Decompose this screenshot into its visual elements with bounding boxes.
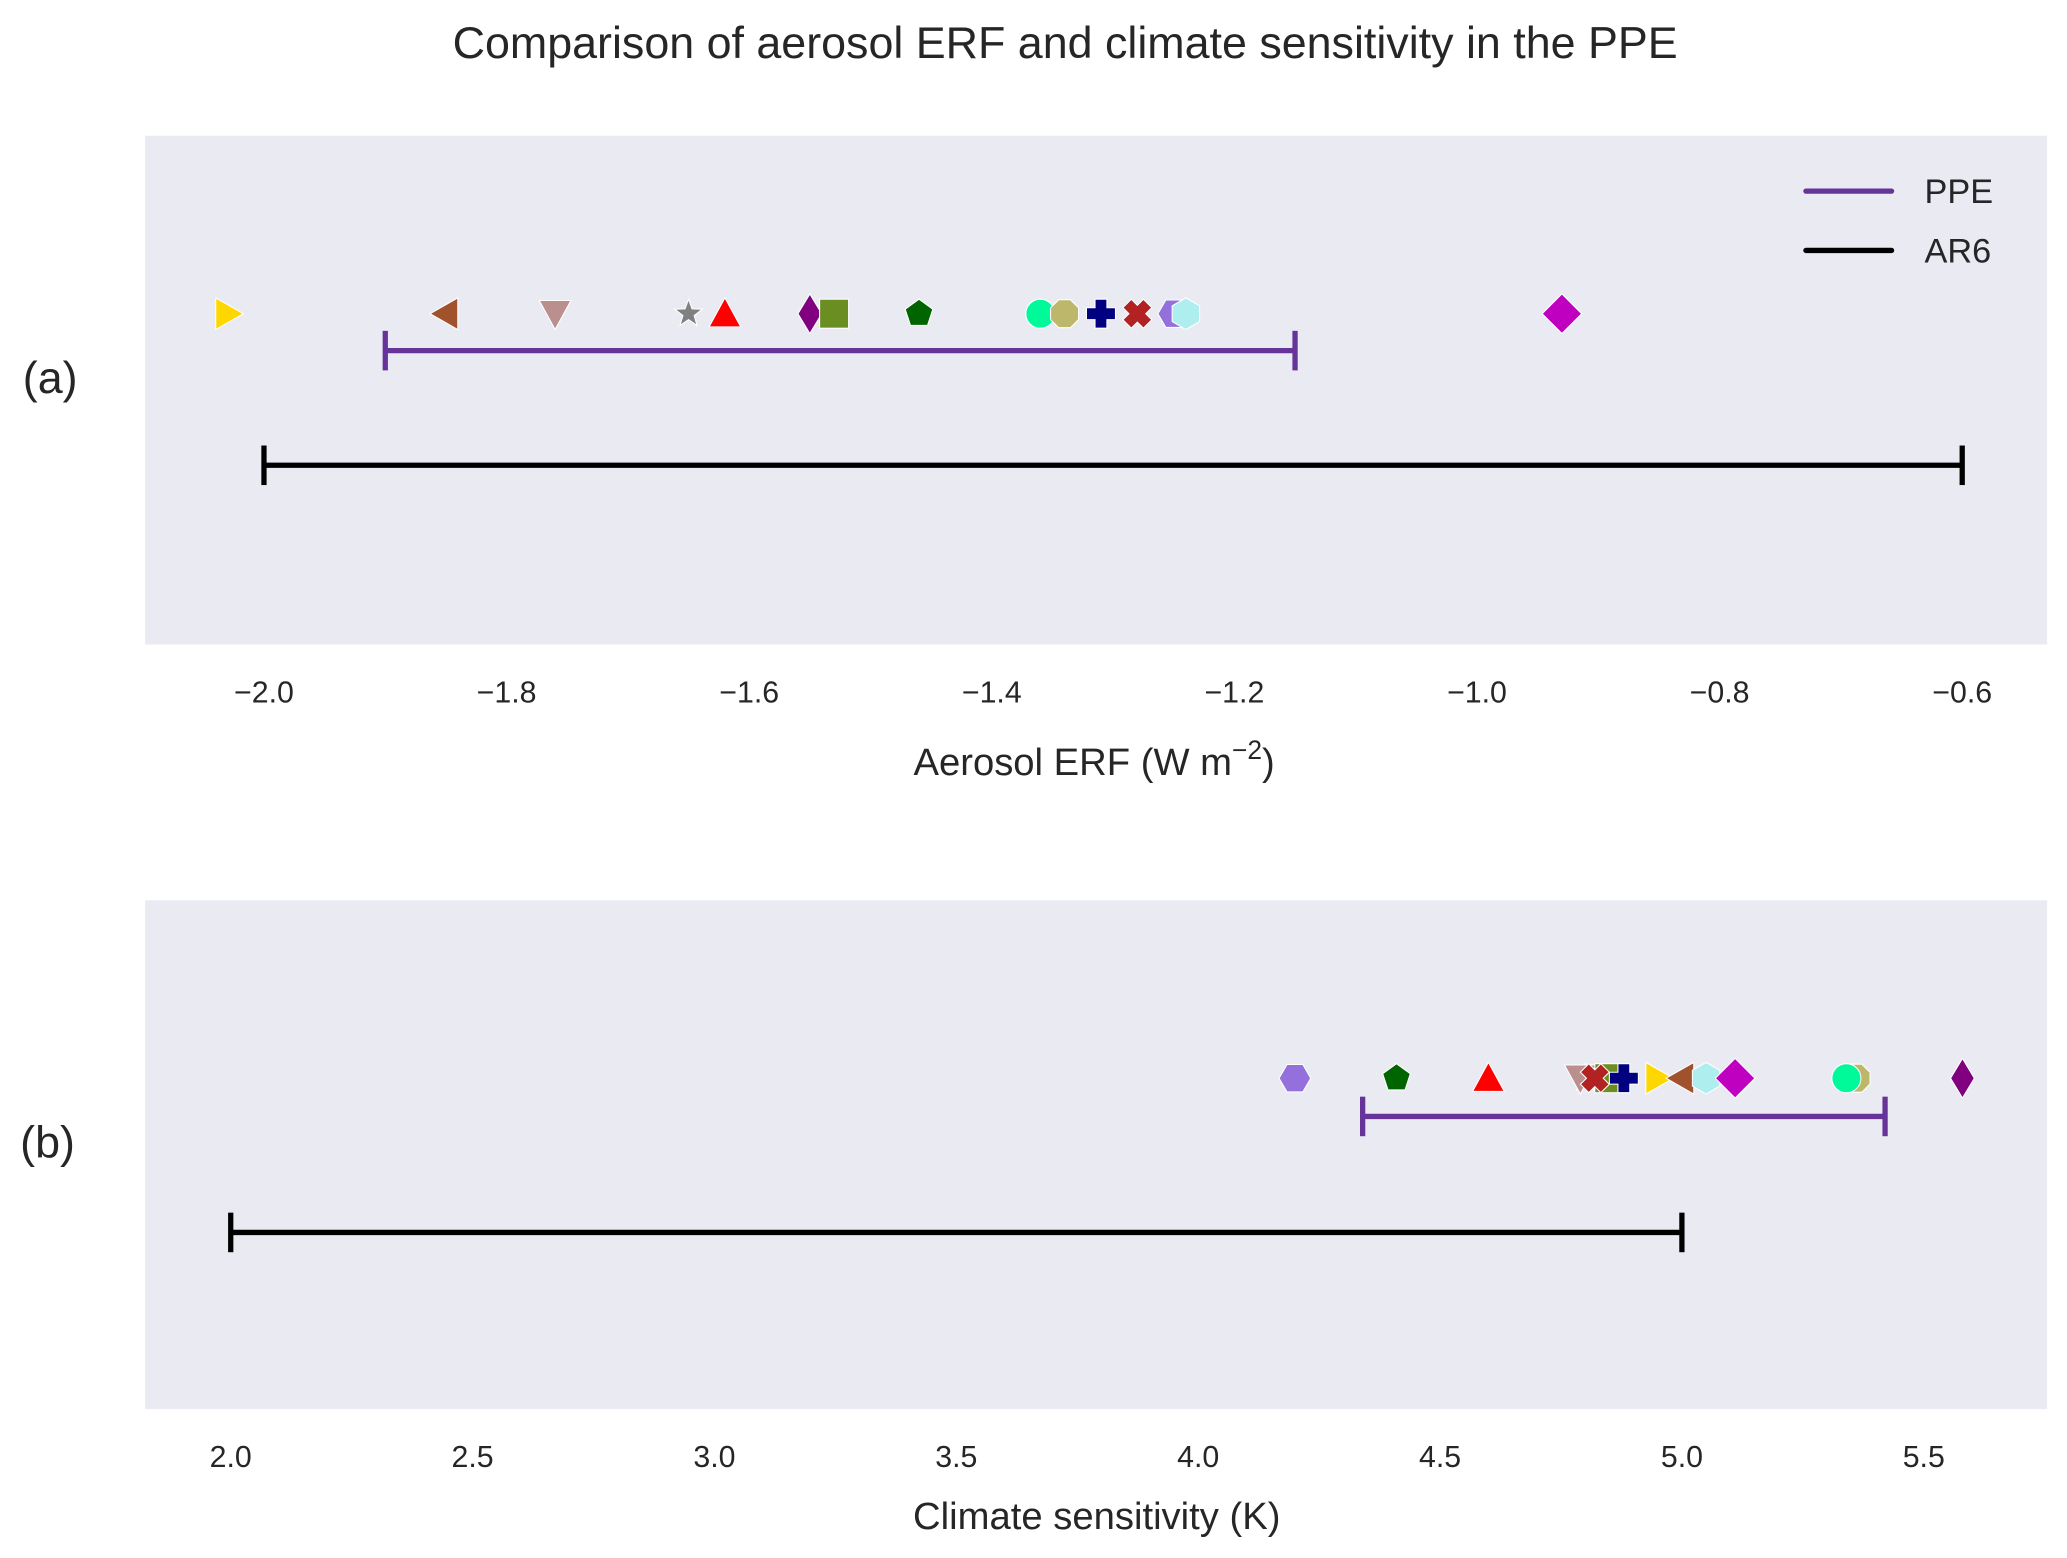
x-axis-label-b: Climate sensitivity (K) [913, 1495, 1280, 1538]
data-point-triangle-right [1645, 1061, 1675, 1095]
x-ticks-b: 2.0 2.5 3.0 3.5 4.0 4.5 5.0 5.5 [210, 1441, 1945, 1474]
chart-title: Comparison of aerosol ERF and climate se… [453, 18, 1678, 68]
data-point-thin-diamond [797, 292, 823, 335]
data-point-hexagon [1691, 1061, 1721, 1095]
x-axis-label-a-sup: −2 [1232, 735, 1262, 765]
x-axis-label-a: Aerosol ERF (W m−2) [913, 735, 1274, 784]
x-tick-label: −1.0 [1447, 677, 1507, 710]
x-tick-label: 4.0 [1177, 1441, 1219, 1474]
points-b [1278, 1057, 1975, 1100]
x-tick-label: −0.6 [1932, 677, 1992, 710]
data-point-diamond [1714, 1057, 1756, 1099]
data-point-diamond [1541, 293, 1583, 335]
legend-label-ppe: PPE [1925, 173, 1994, 211]
data-point-square [819, 298, 850, 329]
range-bars-b [228, 1096, 1888, 1253]
x-tick-label: 2.5 [452, 1441, 494, 1474]
legend: PPE AR6 [1803, 173, 1994, 270]
data-point-octagon [1050, 299, 1080, 329]
data-point-hexagon-flat [1278, 1063, 1312, 1093]
data-point-plus [1608, 1063, 1639, 1094]
data-point-plus [1085, 298, 1116, 329]
data-point-x [1579, 1063, 1611, 1094]
range-bars-a [261, 330, 1965, 486]
data-point-triangle-up [1471, 1061, 1506, 1092]
data-point-triangle-left [429, 296, 459, 331]
x-tick-label: −1.4 [962, 677, 1022, 710]
x-tick-label: 4.5 [1419, 1441, 1461, 1474]
panel-b: (b) 2.0 2.5 3.0 3.5 4.0 4.5 5.0 5.5 Climate sen… [20, 900, 2048, 1538]
x-tick-label: 3.0 [693, 1441, 735, 1474]
x-axis-label-a-main: Aerosol ERF (W m [913, 741, 1232, 784]
data-point-thin-diamond [1949, 1057, 1975, 1100]
points-a [215, 292, 1583, 335]
data-point-x [1122, 298, 1153, 329]
panel-a: (a) −2.0 −1.8 −1.6 −1.4 −1.2 −1.0 −0.8 −0.6 Aer… [23, 135, 2048, 784]
data-point-hexagon [1171, 297, 1201, 331]
data-point-triangle-down [538, 300, 572, 331]
data-point-pentagon [1382, 1063, 1411, 1091]
x-tick-label: −1.6 [719, 677, 779, 710]
x-ticks-a: −2.0 −1.8 −1.6 −1.4 −1.2 −1.0 −0.8 −0.6 [234, 677, 1992, 710]
x-tick-label: −1.8 [477, 677, 537, 710]
x-tick-label: −2.0 [234, 677, 294, 710]
plot-area-a [145, 135, 2048, 645]
x-tick-label: 3.5 [935, 1441, 977, 1474]
data-point-triangle-up [708, 296, 742, 328]
x-tick-label: 2.0 [210, 1441, 252, 1474]
panel-label-b: (b) [20, 1117, 75, 1167]
plot-area-b [145, 900, 2048, 1410]
x-tick-label: −0.8 [1690, 677, 1750, 710]
data-point-triangle-right [215, 296, 245, 331]
x-tick-label: 5.5 [1903, 1441, 1945, 1474]
data-point-circle [1831, 1063, 1862, 1094]
x-tick-label: −1.2 [1204, 677, 1264, 710]
panel-label-a: (a) [23, 353, 78, 403]
legend-label-ar6: AR6 [1925, 232, 1992, 270]
data-point-star [673, 297, 704, 327]
data-point-pentagon [904, 298, 934, 326]
x-tick-label: 5.0 [1661, 1441, 1703, 1474]
x-axis-label-a-end: ) [1262, 741, 1275, 784]
